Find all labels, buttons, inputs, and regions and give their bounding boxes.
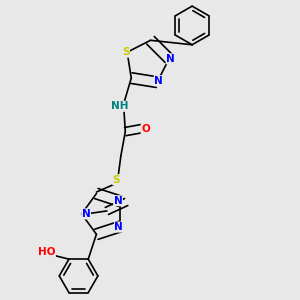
Text: N: N	[154, 76, 163, 86]
Text: N: N	[166, 54, 175, 64]
Text: S: S	[113, 175, 120, 185]
Text: HO: HO	[38, 247, 56, 257]
Text: S: S	[122, 47, 129, 57]
Text: N: N	[82, 209, 91, 219]
Text: N: N	[114, 196, 122, 206]
Text: N: N	[115, 222, 123, 232]
Text: NH: NH	[111, 101, 128, 111]
Text: O: O	[141, 124, 150, 134]
